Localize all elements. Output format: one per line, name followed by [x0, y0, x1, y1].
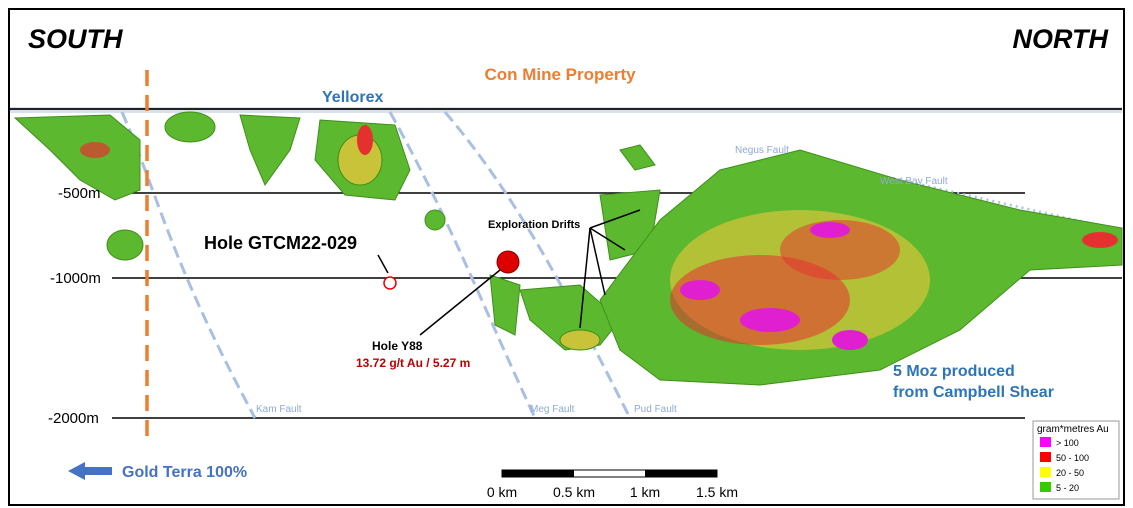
shape	[1082, 232, 1118, 248]
hole-y88	[496, 250, 520, 274]
production-label: 5 Moz produced	[893, 363, 1015, 380]
fault-label: Kam Fault	[256, 404, 302, 415]
fault-label: West Bay Fault	[880, 176, 948, 187]
drifts-label: Exploration Drifts	[488, 219, 580, 231]
shape	[832, 330, 868, 350]
shape	[419, 269, 501, 336]
depth-label: -500m	[58, 185, 101, 202]
scale-seg	[502, 470, 574, 477]
shape	[589, 209, 641, 229]
arrows	[377, 209, 641, 336]
hole-gtcm	[383, 276, 397, 290]
south-label: SOUTH	[28, 24, 123, 54]
shape	[670, 255, 850, 345]
depth-label: -2000m	[48, 410, 99, 427]
yellorex-label: Yellorex	[322, 89, 383, 106]
scale-label: 0.5 km	[553, 484, 595, 500]
scale-label: 0 km	[487, 484, 517, 500]
legend-title: gram*metres Au	[1037, 424, 1109, 435]
shape	[619, 144, 656, 171]
shape	[239, 114, 301, 187]
legend-swatch	[1040, 452, 1051, 462]
shape	[559, 329, 601, 351]
shape	[780, 220, 900, 280]
y88-label: Hole Y88	[372, 339, 423, 353]
shape	[589, 227, 626, 251]
ore-grades	[80, 125, 1118, 350]
shape	[740, 308, 800, 332]
shape	[589, 227, 606, 296]
legend-swatch	[1040, 437, 1051, 447]
shape	[680, 280, 720, 300]
shape	[13, 114, 141, 201]
fault-label: Meg Fault	[530, 404, 575, 415]
depth-label: -1000m	[50, 270, 101, 287]
shape	[388, 111, 537, 419]
shape	[164, 111, 216, 143]
scale-seg	[645, 470, 717, 477]
y88-result: 13.72 g/t Au / 5.27 m	[356, 356, 470, 370]
legend-item: 20 - 50	[1056, 468, 1084, 478]
property-label: Con Mine Property	[484, 65, 636, 84]
production-label: from Campbell Shear	[893, 384, 1054, 401]
legend-item: 50 - 100	[1056, 453, 1089, 463]
fault-label: Negus Fault	[735, 145, 789, 156]
legend-item: 5 - 20	[1056, 483, 1079, 493]
legend-swatch	[1040, 467, 1051, 477]
shape	[424, 209, 446, 231]
scale-label: 1 km	[630, 484, 660, 500]
ownership-arrow	[68, 462, 112, 480]
shape	[106, 229, 144, 261]
north-label: NORTH	[1012, 24, 1108, 54]
legend-swatch	[1040, 482, 1051, 492]
shape	[377, 254, 389, 274]
shape	[443, 111, 632, 419]
shape	[357, 125, 373, 155]
legend-item: > 100	[1056, 438, 1079, 448]
shape	[810, 222, 850, 238]
shape	[579, 227, 591, 329]
scale-label: 1.5 km	[696, 484, 738, 500]
shape	[80, 142, 110, 158]
hole-label: Hole GTCM22-029	[204, 233, 357, 253]
shape	[489, 274, 521, 336]
fault-label: Pud Fault	[634, 404, 677, 415]
ownership-label: Gold Terra 100%	[122, 464, 247, 481]
